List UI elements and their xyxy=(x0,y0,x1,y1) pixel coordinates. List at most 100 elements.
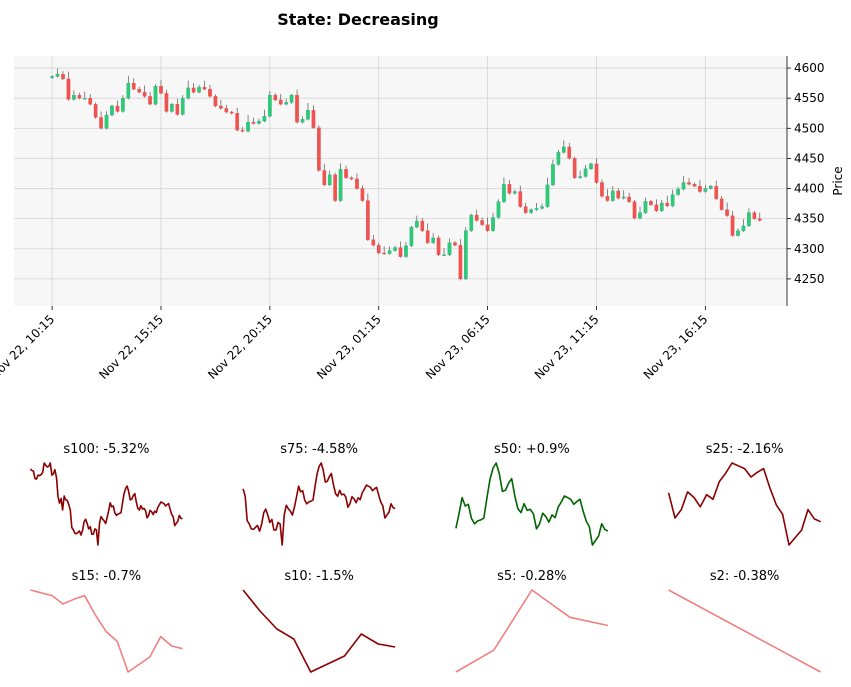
candle-down xyxy=(224,108,229,113)
x-tick-label: Nov 22, 20:15 xyxy=(205,312,275,382)
candle-up xyxy=(268,95,272,117)
candle-down xyxy=(202,87,207,90)
candle-down xyxy=(719,198,724,210)
candle-down xyxy=(355,178,359,189)
candle-down xyxy=(752,212,757,219)
candle-up xyxy=(708,185,713,189)
candle-up xyxy=(463,230,468,280)
candle-down xyxy=(600,182,604,197)
candle-down xyxy=(665,202,670,207)
candle-down xyxy=(360,188,365,201)
sparkline-title: s25: -2.16% xyxy=(706,442,784,457)
candle-up xyxy=(621,196,626,199)
candle-down xyxy=(175,104,180,115)
candle-up xyxy=(681,182,686,190)
candle-up xyxy=(703,188,708,192)
chart-title: State: Decreasing xyxy=(277,10,438,29)
candle-down xyxy=(523,206,528,213)
x-tick-label: Nov 22, 10:15 xyxy=(0,312,57,382)
candle-up xyxy=(104,114,109,129)
candle-down xyxy=(142,91,147,97)
candle-down xyxy=(229,111,234,114)
candle-down xyxy=(164,93,169,112)
candle-down xyxy=(594,163,599,183)
candle-up xyxy=(491,217,495,231)
candle-up xyxy=(643,201,648,213)
y-tick-label: 4300 xyxy=(794,242,825,256)
candle-up xyxy=(638,212,642,219)
candle-down xyxy=(311,110,316,128)
candle-up xyxy=(170,104,174,112)
candle-down xyxy=(627,196,631,202)
candle-up xyxy=(306,110,310,120)
candle-down xyxy=(632,201,637,219)
sparkline-panel: s5: -0.28% xyxy=(455,569,609,673)
candle-up xyxy=(180,98,185,115)
candle-down xyxy=(398,247,403,257)
sparkline-panel: s50: +0.9% xyxy=(455,442,609,546)
candle-up xyxy=(404,245,408,257)
x-tick-label: Nov 22, 15:15 xyxy=(96,312,166,382)
candle-up xyxy=(545,184,550,207)
candle-down xyxy=(131,82,136,90)
candle-up xyxy=(387,250,392,254)
candle-up xyxy=(82,98,87,100)
candle-down xyxy=(692,184,697,187)
candle-up xyxy=(442,254,446,256)
candle-down xyxy=(616,190,621,199)
candle-down xyxy=(425,230,430,243)
candle-up xyxy=(121,98,125,112)
candle-up xyxy=(551,164,555,186)
sparkline-title: s100: -5.32% xyxy=(63,442,149,457)
sparkline-line xyxy=(30,589,183,673)
candle-down xyxy=(485,224,490,231)
candle-down xyxy=(115,105,120,112)
sparkline-line xyxy=(242,462,396,546)
x-tick-label: Nov 23, 11:15 xyxy=(532,312,602,382)
candle-up xyxy=(502,184,506,202)
sparkline-panels: s100: -5.32% s75: -4.58% s50: +0.9% s25: -2… xyxy=(29,442,821,673)
candle-down xyxy=(757,218,762,221)
candle-down xyxy=(66,78,71,100)
candle-up xyxy=(431,237,435,243)
sparkline-title: s5: -0.28% xyxy=(497,569,567,584)
candle-down xyxy=(159,85,163,94)
candle-down xyxy=(572,158,577,178)
candle-down xyxy=(295,95,299,123)
candle-up xyxy=(126,82,131,99)
candle-up xyxy=(414,220,419,228)
candle-up xyxy=(529,209,533,213)
sparkline-panel: s2: -0.38% xyxy=(668,569,821,673)
candle-down xyxy=(213,96,218,107)
candle-down xyxy=(567,146,572,159)
candle-up xyxy=(556,152,561,165)
candle-up xyxy=(659,202,664,211)
x-tick-label: Nov 23, 01:15 xyxy=(314,312,384,382)
candle-up xyxy=(469,214,474,231)
candle-down xyxy=(698,185,702,192)
candle-down xyxy=(251,122,256,124)
candle-down xyxy=(148,96,152,105)
candle-down xyxy=(382,252,387,255)
candle-up xyxy=(197,87,201,93)
candle-down xyxy=(61,73,65,80)
candle-down xyxy=(371,239,376,246)
candle-up xyxy=(496,201,501,218)
candle-down xyxy=(507,184,512,194)
candle-up xyxy=(72,95,76,100)
sparkline-title: s75: -4.58% xyxy=(280,442,358,457)
candle-up xyxy=(409,226,414,246)
candles xyxy=(50,68,762,281)
candle-down xyxy=(317,127,321,171)
sparkline-panel: s25: -2.16% xyxy=(667,442,821,546)
candle-up xyxy=(447,242,452,255)
candle-down xyxy=(480,220,484,225)
plot-area xyxy=(14,56,787,306)
candle-down xyxy=(366,200,370,240)
candle-up xyxy=(289,95,294,103)
sparkline-panel: s75: -4.58% xyxy=(242,442,396,546)
candle-up xyxy=(670,194,675,207)
candle-down xyxy=(88,98,93,105)
